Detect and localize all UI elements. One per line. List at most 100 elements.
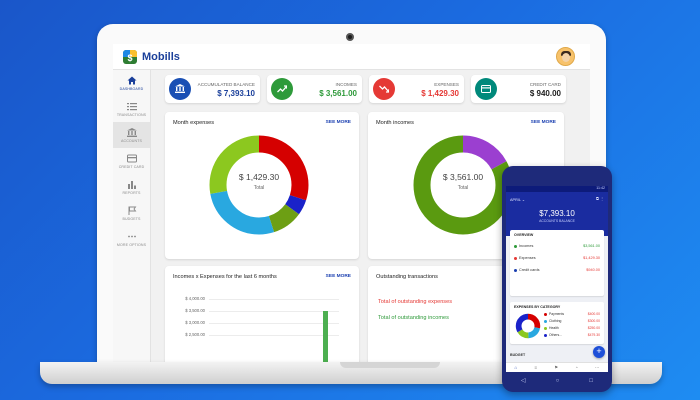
laptop-screen: $ Mobills DASHBOARD TRANSACTIONS ACCOUNT… bbox=[113, 44, 590, 364]
y-tick-label: $ 2,500.00 bbox=[185, 332, 205, 337]
see-more-link[interactable]: SEE MORE bbox=[530, 120, 556, 125]
phone-clock: 11:42 bbox=[596, 186, 605, 190]
category-row: Clothing $300.00 bbox=[544, 319, 600, 323]
month-expenses-panel: Month expenses SEE MORE $ 1,429.30 Total bbox=[165, 112, 359, 259]
sidebar: DASHBOARD TRANSACTIONS ACCOUNTS CREDIT C… bbox=[113, 70, 151, 364]
stat-card-expenses[interactable]: EXPENSES $ 1,429.30 bbox=[369, 75, 464, 103]
sidebar-item-more-options[interactable]: MORE OPTIONS bbox=[113, 226, 150, 252]
phone-overview-card: OVERVIEW Incomes $3,561.00 Expenses $1,4… bbox=[510, 230, 604, 296]
sidebar-item-label: ACCOUNTS bbox=[121, 138, 142, 143]
stat-value: $ 940.00 bbox=[529, 89, 561, 98]
home-circle-icon[interactable]: ○ bbox=[555, 377, 560, 384]
overview-row[interactable]: Expenses $1,429.30 bbox=[514, 256, 600, 260]
sidebar-item-label: CREDIT CARD bbox=[118, 164, 145, 169]
recents-icon[interactable]: □ bbox=[589, 377, 593, 384]
phone-month-label: APRIL bbox=[510, 198, 521, 202]
more-vert-icon[interactable]: ⋮ bbox=[600, 196, 604, 201]
trending-down-icon bbox=[373, 78, 395, 100]
sidebar-item-credit-card[interactable]: CREDIT CARD bbox=[113, 148, 150, 174]
gridline bbox=[209, 299, 339, 300]
outstanding-expenses-label: Total of outstanding expenses bbox=[378, 299, 453, 305]
nav-list-icon[interactable]: ≡ bbox=[534, 365, 537, 370]
category-value: $300.00 bbox=[587, 319, 600, 323]
stat-value: $ 3,561.00 bbox=[319, 89, 357, 98]
sidebar-item-label: REPORTS bbox=[122, 190, 141, 195]
nav-flag-icon[interactable]: ⚑ bbox=[554, 364, 559, 370]
overview-value: $3,561.00 bbox=[583, 244, 600, 248]
category-label: Health bbox=[549, 326, 559, 330]
category-value: $400.00 bbox=[587, 312, 600, 316]
credit-card-icon bbox=[126, 154, 137, 162]
laptop-notch bbox=[340, 362, 440, 368]
nav-home-icon[interactable]: ⌂ bbox=[514, 365, 518, 370]
credit-card-icon bbox=[475, 78, 497, 100]
phone-month-selector[interactable]: APRIL ⌄ bbox=[510, 197, 525, 202]
overview-row[interactable]: Incomes $3,561.00 bbox=[514, 244, 600, 248]
y-tick-label: $ 4,000.00 bbox=[185, 296, 205, 301]
chevron-down-icon: ⌄ bbox=[521, 198, 526, 202]
stat-card-incomes[interactable]: INCOMES $ 3,561.00 bbox=[267, 75, 362, 103]
sidebar-item-reports[interactable]: REPORTS bbox=[113, 174, 150, 200]
sidebar-item-dashboard[interactable]: DASHBOARD bbox=[113, 70, 150, 96]
donut-segment-4 bbox=[209, 135, 309, 235]
see-more-link[interactable]: SEE MORE bbox=[325, 274, 351, 279]
category-label: Payments bbox=[549, 312, 565, 316]
sidebar-item-accounts[interactable]: ACCOUNTS bbox=[113, 122, 150, 148]
sidebar-item-label: DASHBOARD bbox=[119, 86, 144, 91]
stat-card-credit-card[interactable]: CREDIT CARD $ 940.00 bbox=[471, 75, 566, 103]
panel-title: Outstanding transactions bbox=[376, 274, 438, 280]
stat-card-balance[interactable]: ACCUMULATED BALANCE $ 7,393.10 bbox=[165, 75, 260, 103]
overview-row[interactable]: Credit cards $940.00 bbox=[514, 268, 600, 272]
donut-total-label: Total bbox=[457, 185, 469, 191]
overview-label: Incomes bbox=[519, 244, 534, 248]
nav-chart-icon[interactable]: ◔ bbox=[575, 365, 578, 370]
filter-icon[interactable]: ⧉ bbox=[596, 196, 599, 201]
incomes-vs-expenses-panel: Incomes x Expenses for the last 6 months… bbox=[165, 266, 359, 364]
overview-label: Expenses bbox=[519, 256, 536, 260]
donut-segment-2 bbox=[515, 313, 541, 339]
bank-icon bbox=[169, 78, 191, 100]
donut-center: $ 1,429.30 Total bbox=[209, 172, 309, 191]
panel-title: Incomes x Expenses for the last 6 months bbox=[173, 274, 277, 280]
y-tick-label: $ 3,000.00 bbox=[185, 320, 205, 325]
stat-label: EXPENSES bbox=[434, 82, 459, 87]
outstanding-incomes-label: Total of outstanding incomes bbox=[378, 315, 449, 321]
gridline bbox=[209, 323, 339, 324]
flag-icon bbox=[128, 206, 136, 215]
sidebar-item-label: BUDGETS bbox=[122, 216, 141, 221]
user-avatar[interactable] bbox=[556, 47, 575, 66]
donut-segment-3 bbox=[209, 135, 309, 235]
stat-value: $ 7,393.10 bbox=[217, 89, 255, 98]
y-tick-label: $ 3,500.00 bbox=[185, 308, 205, 313]
phone-header-actions: ⧉ ⋮ bbox=[596, 196, 604, 201]
bar-chart-icon bbox=[127, 180, 136, 189]
overview-value: $1,429.30 bbox=[583, 256, 600, 260]
stat-value: $ 1,429.30 bbox=[421, 89, 459, 98]
sidebar-item-transactions[interactable]: TRANSACTIONS bbox=[113, 96, 150, 122]
stat-label: CREDIT CARD bbox=[529, 82, 561, 87]
category-label: Clothing bbox=[549, 319, 562, 323]
income-bar bbox=[323, 311, 328, 364]
phone-header: APRIL ⌄ ⧉ ⋮ $7,393.10 ACCOUNTS BALANCE bbox=[506, 192, 608, 236]
more-icon bbox=[127, 235, 136, 237]
donut-total-value: $ 3,561.00 bbox=[442, 172, 484, 182]
sidebar-item-label: MORE OPTIONS bbox=[116, 242, 147, 247]
donut-total-label: Total bbox=[253, 185, 265, 191]
overview-value: $940.00 bbox=[586, 268, 600, 272]
card-title: EXPENSES BY CATEGORY bbox=[514, 305, 561, 309]
list-icon bbox=[126, 102, 137, 110]
webcam bbox=[346, 33, 354, 41]
back-icon[interactable]: ◁ bbox=[521, 378, 526, 384]
stat-label: INCOMES bbox=[335, 82, 357, 87]
donut-total-value: $ 1,429.30 bbox=[238, 172, 280, 182]
sidebar-item-budgets[interactable]: BUDGETS bbox=[113, 200, 150, 226]
add-transaction-button[interactable]: + bbox=[593, 346, 605, 358]
phone-bottom-nav: ⌂ ≡ ⚑ ◔ ⋯ bbox=[506, 362, 608, 372]
trending-up-icon bbox=[271, 78, 293, 100]
see-more-link[interactable]: SEE MORE bbox=[325, 120, 351, 125]
nav-more-icon[interactable]: ⋯ bbox=[594, 364, 600, 370]
phone-screen: 11:42 APRIL ⌄ ⧉ ⋮ $7,393.10 ACCOUNTS BAL… bbox=[506, 186, 608, 372]
category-row: Health $250.00 bbox=[544, 326, 600, 330]
expenses-donut-chart bbox=[209, 135, 309, 235]
app-title: Mobills bbox=[142, 50, 180, 63]
